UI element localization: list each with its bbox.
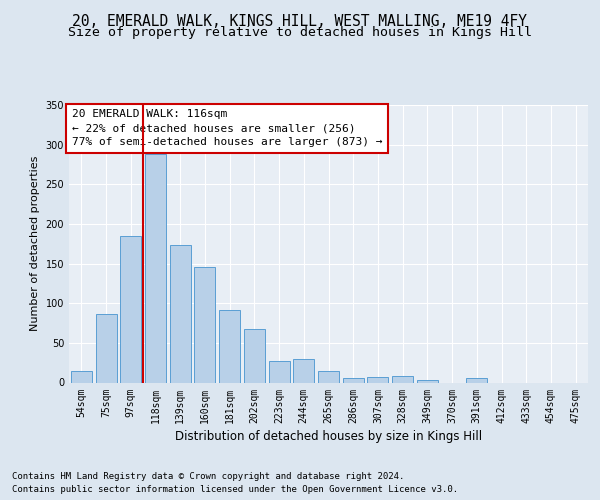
Bar <box>466 378 487 382</box>
Bar <box>194 266 215 382</box>
Bar <box>293 358 314 382</box>
Bar <box>71 372 92 382</box>
Bar <box>244 328 265 382</box>
X-axis label: Distribution of detached houses by size in Kings Hill: Distribution of detached houses by size … <box>175 430 482 442</box>
Text: 20, EMERALD WALK, KINGS HILL, WEST MALLING, ME19 4FY: 20, EMERALD WALK, KINGS HILL, WEST MALLI… <box>73 14 527 29</box>
Bar <box>145 154 166 382</box>
Text: Size of property relative to detached houses in Kings Hill: Size of property relative to detached ho… <box>68 26 532 39</box>
Bar <box>95 314 116 382</box>
Text: 20 EMERALD WALK: 116sqm
← 22% of detached houses are smaller (256)
77% of semi-d: 20 EMERALD WALK: 116sqm ← 22% of detache… <box>71 109 382 147</box>
Bar <box>367 377 388 382</box>
Bar <box>318 370 339 382</box>
Bar <box>219 310 240 382</box>
Bar <box>392 376 413 382</box>
Y-axis label: Number of detached properties: Number of detached properties <box>30 156 40 332</box>
Bar <box>120 236 141 382</box>
Bar <box>170 246 191 382</box>
Text: Contains public sector information licensed under the Open Government Licence v3: Contains public sector information licen… <box>12 485 458 494</box>
Text: Contains HM Land Registry data © Crown copyright and database right 2024.: Contains HM Land Registry data © Crown c… <box>12 472 404 481</box>
Bar <box>417 380 438 382</box>
Bar <box>269 361 290 382</box>
Bar <box>343 378 364 382</box>
